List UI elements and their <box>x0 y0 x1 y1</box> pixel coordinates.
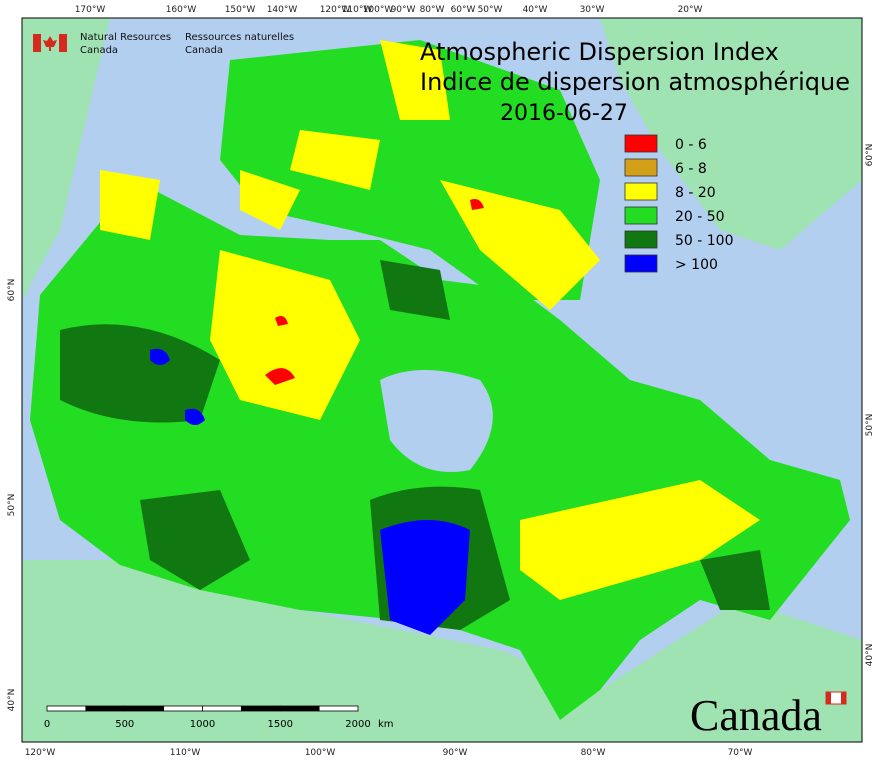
graticule-label: 50°W <box>478 5 503 15</box>
scale-segment <box>124 705 165 712</box>
graticule-label: 150°W <box>225 5 256 15</box>
graticule-label: 30°W <box>580 5 605 15</box>
legend: 0 - 6 6 - 8 8 - 20 20 - 50 50 - 100 > 100 <box>624 134 734 273</box>
graticule-label: 60°N <box>865 144 875 167</box>
yellow-north <box>240 40 600 310</box>
date: 2016-06-27 <box>500 101 628 126</box>
graticule-label: 80°W <box>581 748 606 758</box>
yellow-areas <box>100 170 760 600</box>
blue-areas <box>150 348 470 635</box>
scale-label: 0 <box>44 719 50 730</box>
title-fr: Indice de dispersion atmosphérique <box>420 68 850 96</box>
graticule-label: 160°W <box>166 5 197 15</box>
graticule-label: 40°N <box>865 644 875 667</box>
graticule-label: 40°W <box>523 5 548 15</box>
dark-green-areas <box>60 260 770 630</box>
alaska <box>22 18 110 300</box>
scale-segment <box>279 705 320 712</box>
graticule-label: 50°N <box>865 414 875 437</box>
scale-segment <box>202 705 242 712</box>
frame-border <box>21 17 863 743</box>
wordmark-text: Canada <box>690 691 822 740</box>
flag-bar <box>826 692 831 704</box>
scale-segment <box>46 705 87 712</box>
logo-text: Canada <box>80 45 118 56</box>
legend-swatch <box>624 134 658 153</box>
flag-bar <box>841 692 846 704</box>
graticule-label: 120°W <box>25 748 56 758</box>
logo-text: Ressources naturelles <box>185 32 294 43</box>
logo: Natural Resources Canada Ressources natu… <box>33 32 294 56</box>
graticule-label: 110°W <box>342 5 373 15</box>
wordmark: Canada <box>690 691 847 740</box>
scale-bar: 0 500 1000 1500 2000 km <box>44 705 394 730</box>
legend-swatch <box>624 230 658 249</box>
legend-swatch <box>624 254 658 273</box>
scale-label: 2000 <box>345 719 370 730</box>
legend-label: 8 - 20 <box>675 185 716 201</box>
graticule-label: 100°W <box>305 748 336 758</box>
graticule-label: 40°N <box>7 689 17 712</box>
scale-segment <box>85 705 126 712</box>
scale-segment <box>318 705 359 712</box>
graticule-label: 110°W <box>170 748 201 758</box>
logo-text: Canada <box>185 45 223 56</box>
scale-segment <box>163 705 203 712</box>
graticule-label: 70°W <box>728 748 753 758</box>
graticule-label: 90°W <box>391 5 416 15</box>
map-frame <box>21 17 863 743</box>
usa <box>22 560 862 742</box>
logo-text: Natural Resources <box>80 32 171 43</box>
flag-bar <box>33 34 41 52</box>
graticule-label: 60°N <box>7 279 17 302</box>
graticule-label: 120°W <box>320 5 351 15</box>
graticule-label: 140°W <box>267 5 298 15</box>
title: Atmospheric Dispersion Index <box>420 38 779 66</box>
graticule-label: 80°W <box>420 5 445 15</box>
legend-label: > 100 <box>675 257 718 273</box>
graticule-label: 90°W <box>443 748 468 758</box>
legend-label: 0 - 6 <box>675 137 707 153</box>
graticule-label: 60°W <box>451 5 476 15</box>
scale-unit: km <box>378 719 394 730</box>
legend-swatch <box>624 206 658 225</box>
graticule-label: 20°W <box>678 5 703 15</box>
graticule-label: 100°W <box>363 5 394 15</box>
scale-label: 500 <box>115 719 134 730</box>
graticule-label: 170°W <box>75 5 106 15</box>
graticule-label: 50°N <box>7 494 17 517</box>
legend-label: 20 - 50 <box>675 209 725 225</box>
maple-leaf <box>43 36 57 51</box>
greenland <box>600 18 862 250</box>
scale-label: 1000 <box>190 719 215 730</box>
legend-swatch <box>624 182 658 201</box>
legend-swatch <box>624 158 658 177</box>
legend-label: 50 - 100 <box>675 233 734 249</box>
scale-label: 1500 <box>268 719 293 730</box>
hudson-bay <box>380 370 493 472</box>
flag-bar <box>59 34 67 52</box>
scale-segment <box>240 705 281 712</box>
legend-label: 6 - 8 <box>675 161 707 177</box>
